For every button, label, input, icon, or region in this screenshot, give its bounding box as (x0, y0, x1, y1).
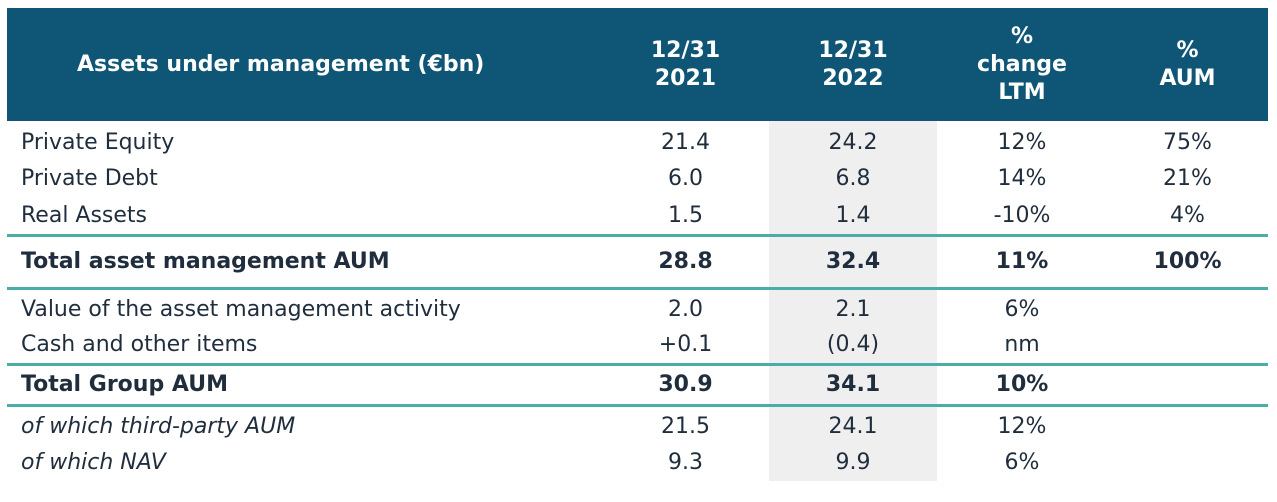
table-row: Private Equity 21.4 24.2 12% 75% (7, 121, 1268, 159)
header-aum-line1: % (1176, 37, 1199, 63)
cell-2021: 2.0 (668, 297, 703, 323)
cell-aum: 75% (1163, 129, 1212, 155)
header-2021-line2: 2021 (654, 65, 717, 91)
cell-2022: (0.4) (769, 326, 937, 364)
aum-table: Assets under management (€bn) 12/31 2021… (7, 8, 1268, 481)
row-label: Cash and other items (21, 331, 258, 357)
cell-aum: 4% (1170, 202, 1205, 228)
cell-2022: 9.9 (769, 443, 937, 481)
table-header-row: Assets under management (€bn) 12/31 2021… (7, 8, 1268, 121)
cell-2022: 1.4 (769, 197, 937, 235)
cell-aum: 100% (1107, 233, 1268, 290)
table-row: Value of the asset management activity 2… (7, 288, 1268, 326)
cell-2022: 2.1 (769, 288, 937, 326)
row-label: Total asset management AUM (7, 233, 602, 290)
header-change-line3: LTM (998, 79, 1046, 105)
row-label: Private Debt (21, 165, 158, 191)
row-label: Total Group AUM (7, 362, 602, 407)
header-change-line1: % (1010, 23, 1034, 49)
header-2022-line2: 2022 (822, 65, 884, 91)
header-change-line2: change (977, 51, 1067, 77)
cell-2022: 32.4 (769, 233, 937, 290)
cell-aum (1107, 288, 1268, 326)
cell-aum (1107, 326, 1268, 364)
cell-2021: 6.0 (668, 165, 703, 191)
row-label: of which third-party AUM (21, 414, 296, 440)
cell-aum (1107, 362, 1268, 407)
cell-change: 12% (997, 129, 1047, 155)
header-change: % change LTM (937, 8, 1107, 121)
table-row: Real Assets 1.5 1.4 -10% 4% (7, 197, 1268, 235)
cell-change: 11% (937, 233, 1107, 290)
header-aum: % AUM (1107, 8, 1268, 121)
cell-change: 10% (937, 362, 1107, 407)
cell-aum: 21% (1163, 165, 1212, 191)
cell-2022: 34.1 (769, 362, 937, 407)
header-2022-line1: 12/31 (818, 37, 888, 63)
cell-2022: 6.8 (769, 159, 937, 197)
header-2022: 12/31 2022 (769, 8, 937, 121)
row-label: Value of the asset management activity (21, 297, 461, 323)
cell-change: 14% (997, 165, 1047, 191)
cell-2021: 21.5 (661, 414, 710, 440)
row-label: Real Assets (21, 202, 148, 228)
table-row: of which NAV 9.3 9.9 6% (7, 443, 1268, 481)
cell-2021: 1.5 (668, 202, 703, 228)
cell-2021: 21.4 (661, 129, 710, 155)
cell-aum (1107, 443, 1268, 481)
cell-2021: 30.9 (602, 362, 769, 407)
header-aum-line2: AUM (1159, 65, 1216, 91)
table-row: Cash and other items +0.1 (0.4) nm (7, 326, 1268, 364)
cell-change: -10% (993, 202, 1051, 228)
table-row: of which third-party AUM 21.5 24.1 12% (7, 405, 1268, 443)
cell-change: 12% (997, 414, 1047, 440)
row-label: Private Equity (21, 129, 175, 155)
cell-change: 6% (1004, 449, 1040, 475)
cell-2022: 24.2 (769, 121, 937, 159)
cell-2021: 28.8 (602, 233, 769, 290)
cell-2021: 9.3 (668, 449, 703, 475)
row-label: of which NAV (21, 449, 166, 475)
cell-2021: +0.1 (658, 331, 713, 357)
total-row: Total asset management AUM 28.8 32.4 11%… (7, 233, 1268, 290)
table-row: Private Debt 6.0 6.8 14% 21% (7, 159, 1268, 197)
header-2021-line1: 12/31 (650, 37, 721, 63)
cell-2022: 24.1 (769, 405, 937, 443)
cell-aum (1107, 405, 1268, 443)
header-label: Assets under management (€bn) (7, 8, 602, 121)
total-row: Total Group AUM 30.9 34.1 10% (7, 362, 1268, 407)
header-2021: 12/31 2021 (602, 8, 769, 121)
cell-change: 6% (1004, 297, 1040, 323)
cell-change: nm (1004, 331, 1040, 357)
